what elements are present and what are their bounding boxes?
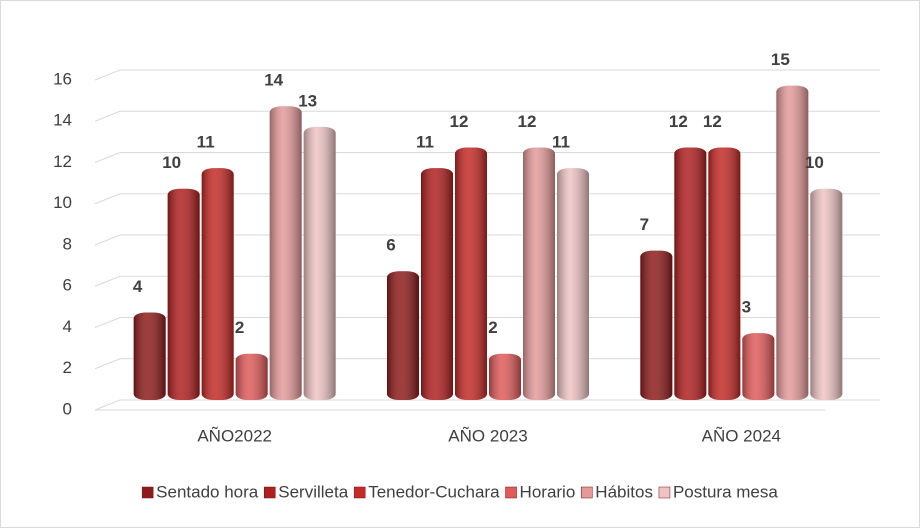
grid-line bbox=[94, 399, 880, 411]
bar-shade bbox=[523, 147, 555, 400]
bar-shade bbox=[557, 168, 589, 400]
data-label: 14 bbox=[264, 71, 283, 90]
legend-label: Servilleta bbox=[278, 482, 348, 501]
data-label: 15 bbox=[771, 50, 790, 69]
x-tick-label: AÑO 2024 bbox=[702, 426, 781, 445]
data-label: 4 bbox=[133, 277, 143, 296]
bar-shade bbox=[201, 168, 234, 400]
legend-label: Hábitos bbox=[595, 482, 653, 501]
data-label: 11 bbox=[552, 133, 570, 152]
data-label: 13 bbox=[298, 91, 317, 110]
data-label: 10 bbox=[162, 153, 181, 172]
bar-shade bbox=[421, 168, 453, 400]
legend-swatch bbox=[353, 486, 366, 499]
legend-swatch bbox=[141, 486, 154, 499]
legend-label: Tenedor-Cuchara bbox=[368, 482, 500, 501]
legend-label: Horario bbox=[520, 482, 576, 501]
bar-shade bbox=[776, 85, 809, 400]
legend-swatch bbox=[505, 486, 517, 499]
bar-shade bbox=[640, 250, 673, 400]
data-label: 12 bbox=[669, 112, 688, 131]
grid-line bbox=[94, 317, 880, 328]
bar-shade bbox=[167, 188, 200, 400]
legend-swatch bbox=[581, 486, 593, 499]
grid-line bbox=[94, 69, 880, 81]
y-tick-label: 14 bbox=[53, 111, 72, 130]
data-label: 12 bbox=[518, 112, 537, 131]
data-label: 12 bbox=[450, 112, 469, 131]
grid-line bbox=[94, 152, 880, 163]
y-tick-label: 16 bbox=[53, 69, 72, 88]
x-tick-label: AÑO 2023 bbox=[448, 426, 527, 445]
bar-shade bbox=[387, 271, 419, 400]
y-tick-label: 0 bbox=[63, 399, 72, 418]
legend-label: Postura mesa bbox=[673, 482, 778, 501]
legend-label: Sentado hora bbox=[156, 482, 259, 501]
y-tick-label: 4 bbox=[63, 317, 72, 336]
bar-shade bbox=[303, 126, 336, 400]
grid-line bbox=[94, 275, 880, 287]
data-label: 6 bbox=[386, 236, 395, 255]
bar-shade bbox=[489, 353, 521, 400]
grid-line bbox=[94, 110, 880, 122]
bar-shade bbox=[674, 147, 707, 400]
data-label: 3 bbox=[742, 298, 751, 317]
bar-shade bbox=[742, 333, 775, 400]
legend-swatch bbox=[658, 486, 671, 499]
data-label: 11 bbox=[197, 133, 215, 152]
grid-line bbox=[94, 234, 880, 246]
grid-line bbox=[94, 358, 880, 370]
bar-shade bbox=[708, 147, 741, 400]
y-tick-label: 10 bbox=[53, 193, 72, 212]
y-tick-label: 6 bbox=[63, 276, 72, 295]
data-label: 2 bbox=[488, 318, 497, 337]
bar-shade bbox=[235, 353, 268, 400]
bar-shade bbox=[455, 147, 487, 400]
y-tick-label: 2 bbox=[63, 358, 72, 377]
data-label: 11 bbox=[416, 133, 434, 152]
bar-shade bbox=[269, 106, 302, 400]
x-tick-label: AÑO2022 bbox=[197, 426, 272, 445]
data-label: 10 bbox=[805, 153, 824, 172]
data-label: 7 bbox=[640, 215, 649, 234]
bar-shade bbox=[133, 312, 166, 400]
y-tick-label: 12 bbox=[53, 152, 72, 171]
data-label: 12 bbox=[703, 112, 722, 131]
y-tick-label: 8 bbox=[63, 234, 72, 253]
legend: Sentado hora Servilleta Tenedor-Cuchara Hor… bbox=[141, 482, 778, 501]
bar-shade bbox=[810, 188, 843, 400]
grid-line bbox=[94, 193, 880, 205]
legend-swatch bbox=[264, 486, 276, 499]
data-label: 2 bbox=[235, 318, 244, 337]
